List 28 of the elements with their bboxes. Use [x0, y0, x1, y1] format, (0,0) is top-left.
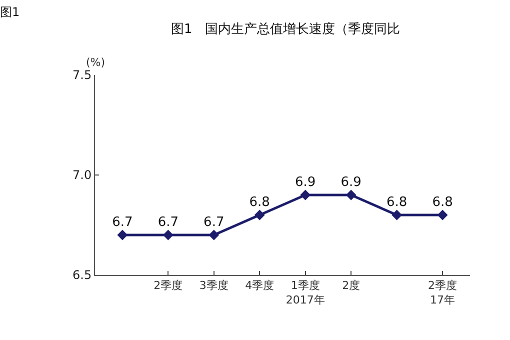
data-label: 6.7 [112, 214, 133, 230]
x-tick-label: 3季度 [199, 279, 228, 292]
data-label: 6.9 [340, 174, 362, 190]
point [254, 210, 265, 220]
x-tick-label: 2度 [342, 279, 360, 292]
data-label: 6.9 [295, 174, 316, 190]
x-tick-label: 1季度 2017年 [286, 279, 325, 306]
point [437, 210, 448, 220]
y-axis-title: (%) [86, 56, 106, 69]
x-tick-label: 2季度 17年 [428, 279, 458, 306]
point [208, 230, 220, 240]
data-label: 6.7 [204, 214, 224, 230]
data-label: 6.7 [158, 214, 179, 230]
chart-title: 图1 国内生产总值增长速度（季度同比 [170, 20, 400, 37]
point [300, 190, 311, 200]
y-tick-label: 6.5 [72, 268, 92, 282]
y-tick-label: 7.5 [72, 68, 92, 82]
data-label: 6.8 [432, 194, 453, 210]
caption: 图1 [0, 5, 20, 19]
point [392, 210, 402, 220]
x-tick-label: 2季度 [154, 279, 183, 292]
point [162, 230, 174, 240]
point [346, 190, 356, 200]
data-label: 6.8 [386, 194, 408, 210]
y-tick-label: 7.0 [72, 168, 92, 182]
x-tick-label: 4季度 [245, 279, 274, 292]
point [117, 230, 128, 240]
data-label: 6.8 [249, 194, 270, 210]
